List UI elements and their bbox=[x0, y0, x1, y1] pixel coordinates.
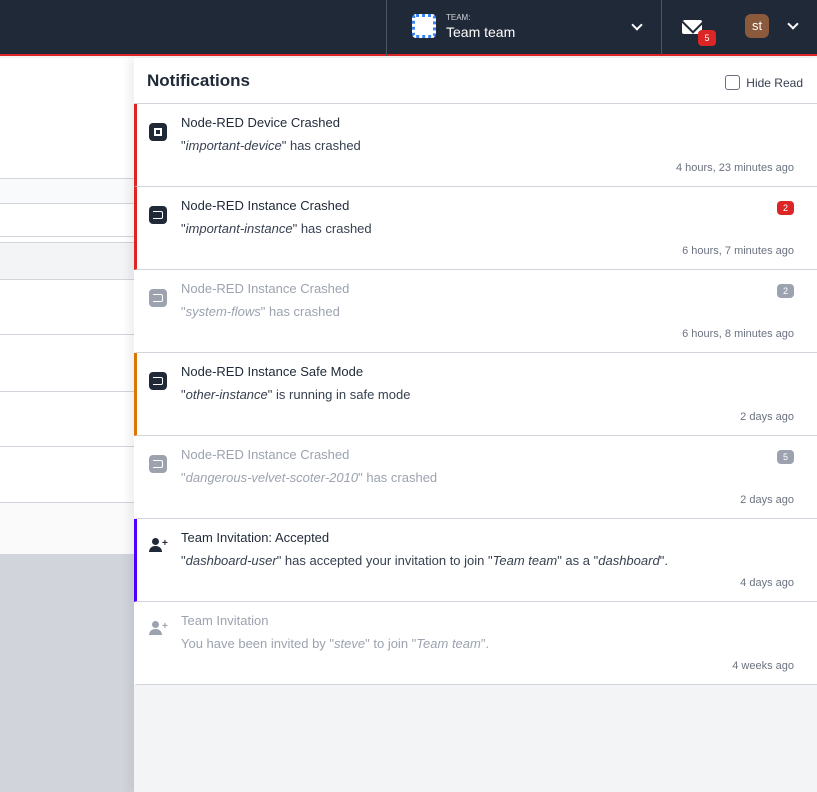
notification-time: 4 days ago bbox=[740, 577, 794, 589]
user-add-icon: + bbox=[149, 538, 168, 556]
notification-message: "other-instance" is running in safe mode bbox=[181, 387, 411, 402]
notification-time: 2 days ago bbox=[740, 494, 794, 506]
notification-item[interactable]: + Team Invitation: Accepted "dashboard-use… bbox=[134, 519, 817, 602]
notification-title: Node-RED Instance Crashed bbox=[181, 447, 350, 462]
hide-read-checkbox[interactable] bbox=[725, 75, 741, 90]
notification-time: 2 days ago bbox=[740, 411, 794, 423]
team-label: TEAM: bbox=[446, 13, 471, 22]
notification-count-badge: 5 bbox=[698, 30, 716, 46]
envelope-icon bbox=[682, 20, 702, 34]
notifications-button[interactable]: 5 bbox=[663, 0, 716, 56]
notification-item[interactable]: Node-RED Instance Crashed "important-inst… bbox=[134, 187, 817, 270]
repeat-count-badge: 2 bbox=[776, 284, 794, 298]
notification-time: 4 hours, 23 minutes ago bbox=[675, 162, 794, 174]
avatar[interactable]: st bbox=[745, 14, 769, 38]
notification-time: 4 weeks ago bbox=[732, 660, 794, 672]
team-selector[interactable]: TEAM: Team team bbox=[386, 0, 662, 56]
notification-item[interactable]: + Team Invitation You have been invited by… bbox=[134, 602, 817, 685]
notification-time: 6 hours, 8 minutes ago bbox=[682, 328, 794, 340]
background-page bbox=[0, 58, 134, 792]
repeat-count-badge: 5 bbox=[776, 450, 794, 464]
notification-time: 6 hours, 7 minutes ago bbox=[682, 245, 794, 257]
notification-message: "important-instance" has crashed bbox=[181, 221, 372, 236]
notification-message: "dangerous-velvet-scoter-2010" has crash… bbox=[181, 470, 438, 485]
user-add-icon: + bbox=[149, 621, 168, 639]
notifications-panel: Notifications Hide Read Node-RED Device … bbox=[134, 58, 817, 792]
notification-message: "system-flows" has crashed bbox=[181, 304, 340, 319]
notification-message: "dashboard-user" has accepted your invit… bbox=[181, 553, 668, 568]
notification-title: Node-RED Device Crashed bbox=[181, 115, 340, 130]
team-name: Team team bbox=[446, 24, 516, 40]
instance-flow-icon bbox=[149, 372, 167, 390]
panel-title: Notifications bbox=[147, 71, 250, 90]
instance-flow-icon bbox=[149, 289, 167, 307]
hide-read-label: Hide Read bbox=[746, 75, 803, 90]
hide-read-toggle[interactable]: Hide Read bbox=[725, 75, 803, 90]
team-logo-icon bbox=[412, 14, 436, 38]
notification-title: Team Invitation: Accepted bbox=[181, 530, 330, 545]
notification-message: You have been invited by "steve" to join… bbox=[181, 636, 490, 651]
user-menu-chevron-icon[interactable] bbox=[787, 18, 799, 30]
notification-message: "important-device" has crashed bbox=[181, 138, 361, 153]
notification-item[interactable]: Node-RED Instance Safe Mode "other-instan… bbox=[134, 353, 817, 436]
notification-title: Node-RED Instance Safe Mode bbox=[181, 364, 364, 379]
notification-item[interactable]: Node-RED Device Crashed "important-device… bbox=[134, 104, 817, 187]
notification-item[interactable]: Node-RED Instance Crashed "system-flows" … bbox=[134, 270, 817, 353]
instance-flow-icon bbox=[149, 206, 167, 224]
notification-title: Node-RED Instance Crashed bbox=[181, 198, 350, 213]
notification-title: Team Invitation bbox=[181, 613, 269, 628]
chevron-down-icon bbox=[631, 19, 643, 31]
device-chip-icon bbox=[149, 123, 167, 141]
notification-title: Node-RED Instance Crashed bbox=[181, 281, 350, 296]
notification-item[interactable]: Node-RED Instance Crashed "dangerous-velv… bbox=[134, 436, 817, 519]
top-bar: TEAM: Team team 5 st bbox=[0, 0, 817, 56]
instance-flow-icon bbox=[149, 455, 167, 473]
repeat-count-badge: 2 bbox=[776, 201, 794, 215]
